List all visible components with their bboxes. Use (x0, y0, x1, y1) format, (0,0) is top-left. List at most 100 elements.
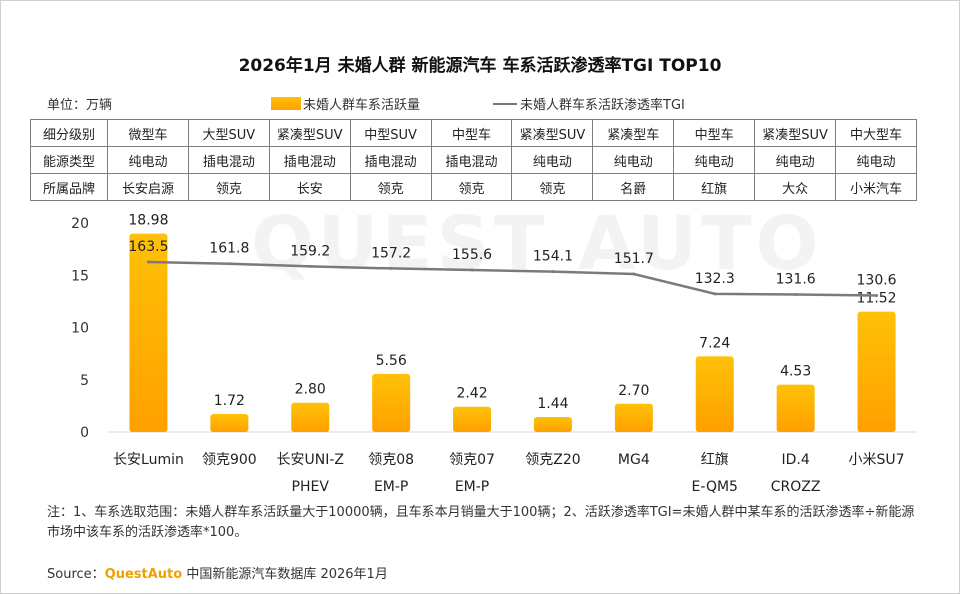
x-category-label: 领克08 (368, 452, 414, 468)
table-cell: 红旗 (673, 173, 756, 201)
tgi-point (146, 260, 150, 264)
table-cell: 长安 (268, 173, 351, 201)
x-category-label: 长安Lumin (113, 452, 184, 468)
table-cell: 纯电动 (592, 146, 675, 174)
bar-value-label: 1.72 (214, 393, 245, 409)
table-cell: 纯电动 (511, 146, 594, 174)
legend-item-bar: 未婚人群车系活跃量 (271, 94, 420, 113)
source-line: Source：QuestAuto 中国新能源汽车数据库 2026年1月 (47, 563, 388, 582)
tgi-value-label: 131.6 (776, 272, 816, 288)
y-tick-label: 5 (80, 373, 89, 389)
bar (129, 233, 168, 432)
table-cell: 长安启源 (107, 173, 189, 201)
table-cell: 领克 (511, 173, 594, 201)
table-cell: 大众 (754, 173, 837, 201)
tgi-value-label: 130.6 (857, 273, 897, 289)
bar-value-label: 2.42 (456, 386, 487, 402)
table-row: 能源类型 纯电动 插电混动 插电混动 插电混动 插电混动 纯电动 纯电动 纯电动 纯电动 纯电动 (30, 146, 917, 174)
y-tick-label: 0 (80, 425, 89, 441)
tgi-value-label: 161.8 (209, 241, 249, 257)
tgi-value-label: 159.2 (290, 243, 330, 259)
watermark-logo: QUEST AUTO (251, 201, 823, 287)
table-cell: 微型车 (107, 119, 189, 147)
legend-line-swatch (493, 102, 517, 105)
table-cell: 插电混动 (349, 146, 432, 174)
bar (291, 402, 330, 432)
source-brand: QuestAuto (104, 567, 183, 582)
table-cell: 中型车 (430, 119, 513, 147)
x-category-label: 领克07 (449, 452, 495, 468)
bar (533, 416, 572, 432)
legend-line-label: 未婚人群车系活跃渗透率TGI (520, 98, 685, 113)
table-row-header: 能源类型 (30, 146, 108, 174)
table-cell: 名爵 (592, 173, 675, 201)
bar (776, 384, 815, 432)
x-category-label: 小米SU7 (849, 452, 905, 468)
tgi-line (148, 260, 877, 297)
table-cell: 领克 (187, 173, 270, 201)
y-tick-label: 15 (71, 268, 89, 284)
bar-value-label: 4.53 (780, 364, 811, 380)
bar (695, 356, 734, 432)
bar-value-label: 2.80 (295, 382, 326, 398)
tgi-point (713, 292, 717, 296)
bar (614, 403, 653, 432)
bar (453, 406, 492, 432)
tgi-value-label: 155.6 (452, 247, 492, 263)
bar (210, 414, 249, 432)
x-category-label: ID.4 (782, 452, 810, 468)
x-category-label: 领克Z20 (525, 452, 580, 468)
x-category-label: EM-P (374, 479, 408, 495)
table-cell: 紧凑型SUV (511, 119, 594, 147)
x-category-label: 领克900 (202, 452, 257, 468)
x-category-label: MG4 (618, 452, 650, 468)
bar-value-label: 1.44 (537, 396, 568, 412)
bar-value-label: 18.98 (128, 213, 168, 229)
source-text: 中国新能源汽车数据库 2026年1月 (186, 567, 388, 582)
tgi-point (227, 262, 231, 266)
table-cell: 紧凑型车 (592, 119, 675, 147)
x-category-label: EM-P (455, 479, 489, 495)
tgi-value-label: 132.3 (695, 271, 735, 287)
table-row: 所属品牌 长安启源 领克 长安 领克 领克 领克 名爵 红旗 大众 小米汽车 (30, 173, 917, 201)
unit-label: 单位：万辆 (47, 98, 113, 113)
tgi-point (794, 293, 798, 297)
bar-value-label: 7.24 (699, 335, 730, 351)
source-prefix: Source： (47, 567, 105, 582)
table-cell: 插电混动 (187, 146, 270, 174)
tgi-point (389, 266, 393, 270)
tgi-value-label: 154.1 (533, 249, 573, 265)
y-tick-label: 20 (71, 216, 89, 232)
table-cell: 插电混动 (268, 146, 351, 174)
bar (372, 373, 411, 432)
y-tick-label: 10 (71, 321, 89, 337)
x-category-label: 长安UNI-Z (277, 452, 345, 468)
footnote: 注：1、车系选取范围：未婚人群车系活跃量大于10000辆，且车系本月销量大于10… (47, 505, 915, 540)
legend-bar-swatch (271, 97, 301, 110)
table-row-header: 所属品牌 (30, 173, 108, 201)
bar-value-label: 5.56 (376, 353, 407, 369)
tgi-value-label: 157.2 (371, 245, 411, 261)
tgi-value-label: 163.5 (128, 239, 168, 255)
bar (857, 311, 896, 432)
table-cell: 小米汽车 (835, 173, 917, 201)
tgi-point (470, 268, 474, 272)
table-cell: 紧凑型SUV (754, 119, 837, 147)
x-category-label: 红旗 (701, 452, 729, 468)
tgi-point (875, 294, 879, 298)
table-cell: 中型SUV (349, 119, 432, 147)
x-category-label: CROZZ (771, 479, 821, 495)
bar-value-label: 11.52 (857, 291, 897, 307)
legend-bar-label: 未婚人群车系活跃量 (303, 98, 421, 113)
bar-value-label: 2.70 (618, 383, 649, 399)
x-category-label: E-QM5 (692, 479, 738, 495)
tgi-point (632, 272, 636, 276)
legend-item-line: 未婚人群车系活跃渗透率TGI (493, 94, 685, 113)
tgi-point (551, 270, 555, 274)
attribute-table: 细分级别 微型车 大型SUV 紧凑型SUV 中型SUV 中型车 紧凑型SUV 紧凑型车 中型车紧… (30, 119, 917, 201)
tgi-point (308, 264, 312, 268)
chart-title: 2026年1月 未婚人群 新能源汽车 车系活跃渗透率TGI TOP10 (238, 56, 722, 76)
table-cell: 领克 (349, 173, 432, 201)
x-category-label: PHEV (292, 479, 330, 495)
